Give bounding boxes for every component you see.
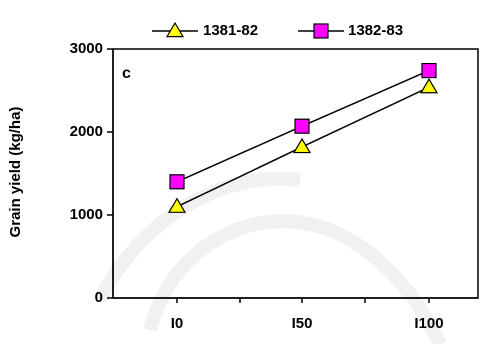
- data-point-square: [294, 118, 310, 134]
- y-tick-label: 2000: [70, 123, 103, 140]
- x-tick-label: I50: [292, 315, 313, 332]
- y-axis-title: Grain yield (kg/ha): [7, 107, 24, 238]
- series-1382-83: [169, 62, 437, 190]
- legend: 1381-82 1382-83: [152, 21, 403, 39]
- legend-label: 1381-82: [203, 22, 258, 39]
- data-point-square: [421, 62, 437, 79]
- series-layer: [167, 62, 439, 213]
- legend-label: 1382-83: [348, 22, 403, 39]
- background-ornament: [93, 171, 447, 344]
- data-point-triangle: [419, 77, 439, 94]
- data-point-square: [169, 174, 185, 190]
- data-point-triangle: [167, 197, 187, 213]
- legend-marker: [165, 21, 185, 38]
- legend-marker: [313, 23, 329, 39]
- legend-item: 1382-83: [298, 22, 403, 39]
- panel-label: c: [122, 65, 131, 82]
- legend-item: 1381-82: [152, 21, 258, 39]
- series-1381-82: [167, 77, 439, 213]
- data-point-triangle: [292, 137, 312, 154]
- y-tick-label: 0: [95, 289, 103, 306]
- x-axis-ticks: I0 I50 I100: [171, 298, 444, 332]
- y-axis-ticks: 0 1000 2000 3000: [70, 40, 113, 306]
- x-tick-label: I0: [171, 315, 184, 332]
- x-tick-label: I100: [414, 315, 443, 332]
- y-tick-label: 1000: [70, 206, 103, 223]
- y-tick-label: 3000: [70, 40, 103, 57]
